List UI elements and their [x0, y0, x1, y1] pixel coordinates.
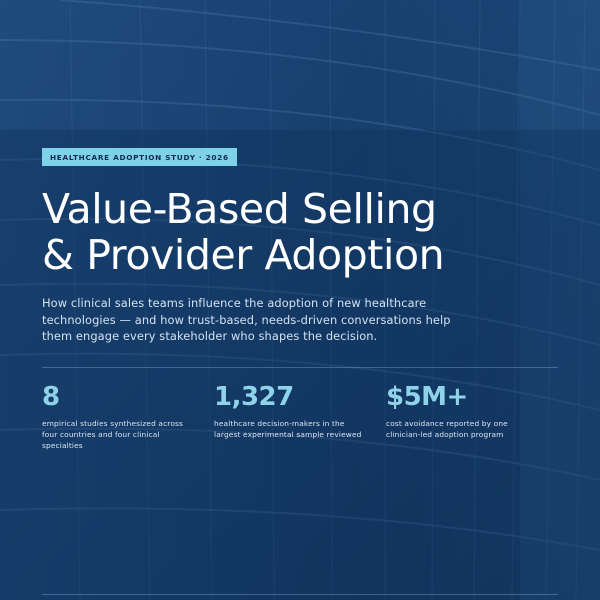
title-line-2: & Provider Adoption	[42, 231, 445, 279]
stat-value: $5M+	[386, 381, 468, 412]
key-stats: 8 empirical studies synthesized across f…	[42, 382, 558, 452]
cover-title: Value-Based Selling & Provider Adoption	[42, 186, 558, 278]
cover-subtitle: How clinical sales teams influence the a…	[42, 296, 451, 343]
section-divider	[42, 366, 558, 368]
stat-label: cost avoidance reported by one clinician…	[386, 418, 508, 439]
study-tag-badge: HEALTHCARE ADOPTION STUDY · 2026	[42, 148, 237, 166]
stat-value: 8	[42, 381, 60, 412]
stat-decision-makers: 1,327 healthcare decision-makers in the …	[214, 382, 386, 452]
bottom-divider	[42, 594, 558, 595]
stat-label: empirical studies synthesized across fou…	[42, 418, 184, 450]
stat-label: healthcare decision-makers in the larges…	[214, 418, 362, 439]
stat-studies: 8 empirical studies synthesized across f…	[42, 382, 214, 452]
title-line-1: Value-Based Selling	[42, 185, 437, 233]
stat-cost-avoidance: $5M+ cost avoidance reported by one clin…	[386, 382, 558, 452]
cover-content: HEALTHCARE ADOPTION STUDY · 2026 Value-B…	[42, 147, 558, 451]
stat-value: 1,327	[214, 381, 294, 412]
